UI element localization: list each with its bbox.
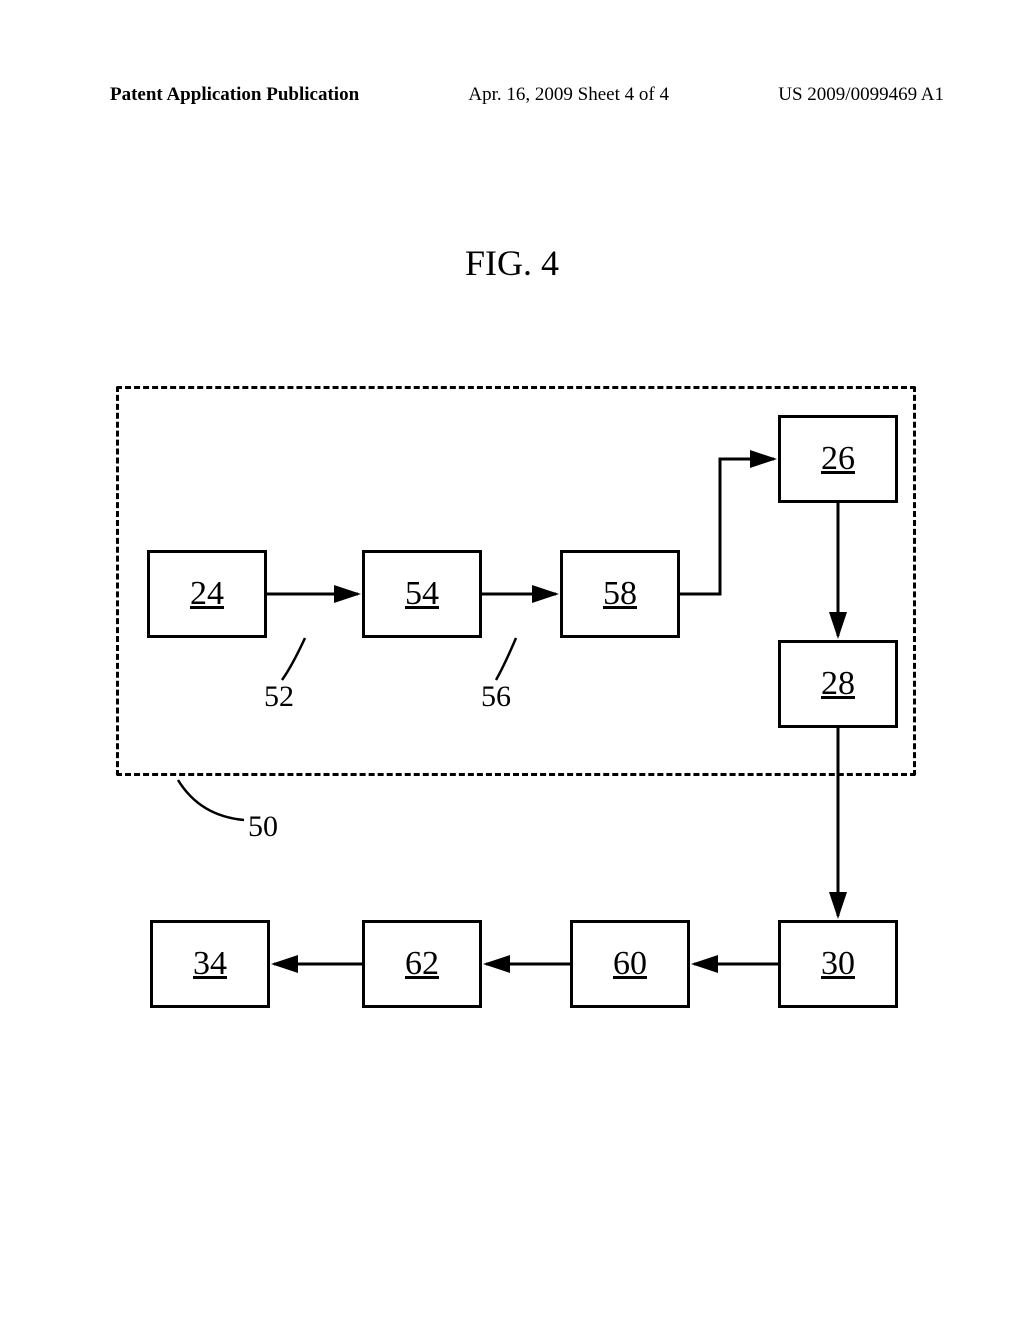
block-54: 54 [362,550,482,638]
block-30-label: 30 [821,945,855,983]
header-left: Patent Application Publication [110,84,359,106]
block-62-label: 62 [405,945,439,983]
header-right: US 2009/0099469 A1 [778,84,944,106]
figure-caption: FIG. 4 [0,242,1024,284]
block-26-label: 26 [821,440,855,478]
block-60-label: 60 [613,945,647,983]
block-24: 24 [147,550,267,638]
leader-50 [178,780,244,820]
block-30: 30 [778,920,898,1008]
block-62: 62 [362,920,482,1008]
edge-label-50: 50 [248,810,278,844]
block-58-label: 58 [603,575,637,613]
page: Patent Application Publication Apr. 16, … [0,0,1024,1320]
block-60: 60 [570,920,690,1008]
page-header: Patent Application Publication Apr. 16, … [110,84,944,106]
block-28-label: 28 [821,665,855,703]
block-58: 58 [560,550,680,638]
edge-label-56: 56 [481,680,511,714]
edge-label-52: 52 [264,680,294,714]
block-28: 28 [778,640,898,728]
header-center: Apr. 16, 2009 Sheet 4 of 4 [468,84,669,106]
block-26: 26 [778,415,898,503]
block-54-label: 54 [405,575,439,613]
block-34-label: 34 [193,945,227,983]
block-34: 34 [150,920,270,1008]
block-24-label: 24 [190,575,224,613]
